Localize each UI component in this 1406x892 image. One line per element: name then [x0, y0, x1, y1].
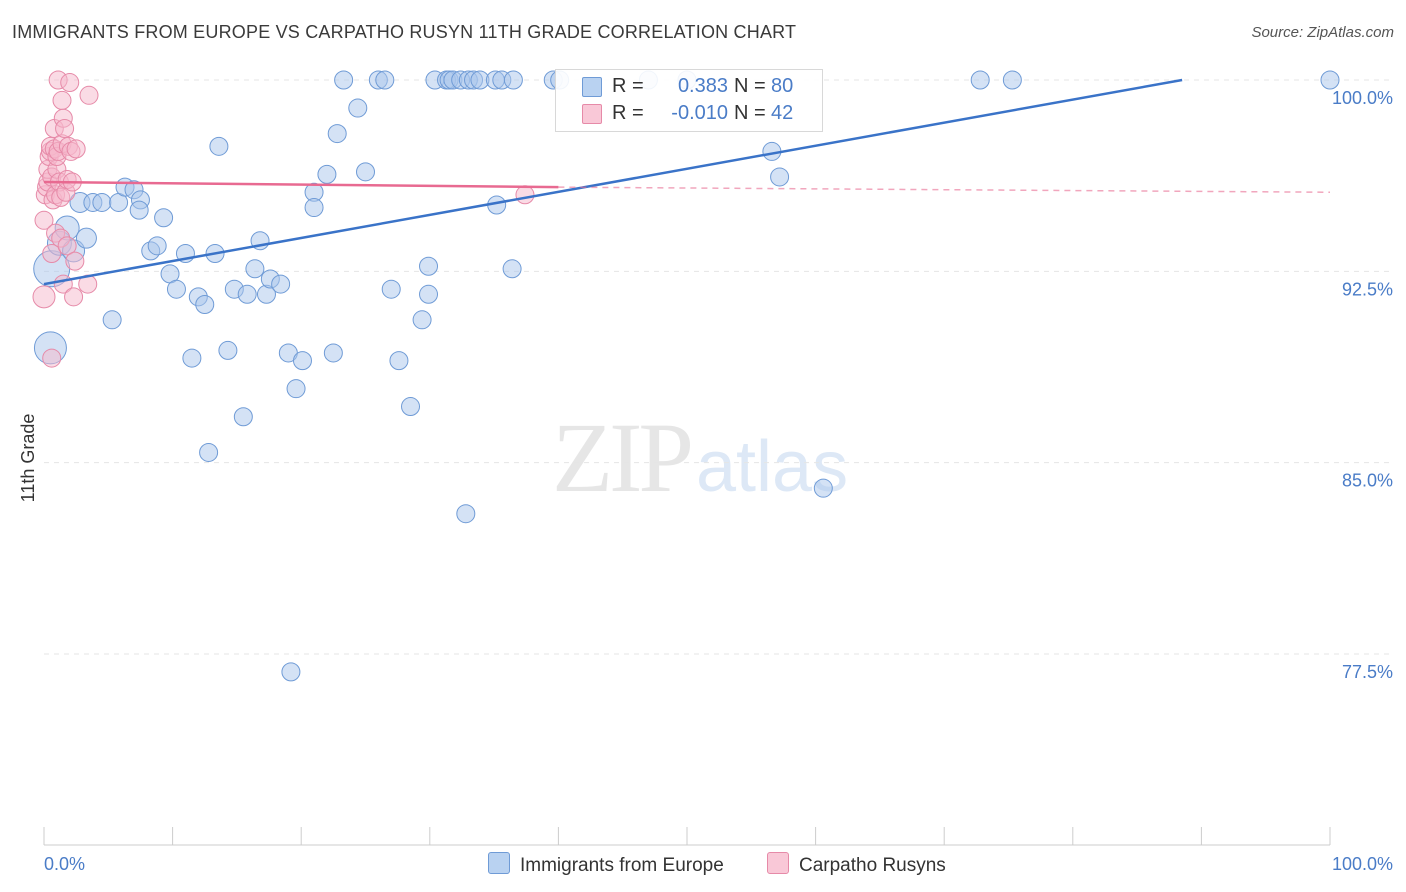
rusyn-point: [64, 287, 84, 307]
legend-swatch-europe: [582, 77, 602, 97]
trend-lines: [43, 78, 1331, 286]
rusyn-point: [515, 185, 535, 205]
rusyn-point: [42, 243, 62, 263]
europe-point: [92, 192, 112, 212]
rusyn-point: [42, 348, 62, 368]
europe-point: [356, 162, 375, 182]
rusyn-point: [34, 210, 54, 230]
europe-point: [233, 407, 253, 427]
x-tick-label-max: 100.0%: [1332, 854, 1393, 874]
rusyn-point: [79, 85, 99, 105]
bottom-legend-rusyn: Carpatho Rusyns: [767, 852, 946, 877]
bottom-legend-swatch-europe: [488, 852, 510, 874]
europe-point: [1320, 70, 1340, 90]
europe-point: [182, 348, 202, 368]
europe-point: [166, 279, 186, 299]
legend-n-label: N =: [734, 75, 766, 97]
europe-point: [129, 200, 149, 220]
europe-point: [375, 70, 395, 90]
legend-n-label: N =: [734, 102, 766, 124]
europe-point: [323, 343, 343, 363]
tick-labels: 77.5% 85.0% 92.5% 100.0% 0.0% 100.0% 11th Grad…: [18, 88, 1393, 874]
europe-point: [503, 70, 523, 90]
legend-r-label: R =: [612, 102, 644, 124]
europe-point: [281, 662, 301, 682]
grid-lines: [44, 79, 1392, 655]
europe-point: [381, 279, 401, 299]
rusyn-point: [55, 118, 75, 138]
bottom-legend-label-europe: Immigrants from Europe: [520, 855, 724, 876]
europe-point: [102, 310, 122, 330]
chart-title: IMMIGRANTS FROM EUROPE VS CARPATHO RUSYN…: [12, 22, 797, 42]
europe-trend-line: [43, 78, 1183, 286]
europe-point: [389, 351, 409, 371]
watermark-zip: ZIP: [552, 402, 694, 513]
europe-point: [770, 167, 790, 187]
y-axis-label: 11th Grade: [18, 414, 38, 503]
europe-point: [348, 98, 368, 118]
europe-point: [334, 70, 354, 90]
europe-point: [271, 274, 291, 294]
europe-point: [199, 442, 219, 462]
rusyn-point: [60, 73, 80, 93]
europe-point: [1002, 70, 1022, 90]
legend-swatch-rusyn: [582, 104, 602, 124]
legend-r-value: 0.383: [677, 75, 728, 97]
rusyn-point: [65, 251, 85, 271]
europe-point: [502, 259, 522, 279]
bottom-legend-swatch-rusyn: [767, 852, 789, 874]
europe-point: [195, 294, 215, 314]
legend-row-europe: R = 0.383 N = 80: [568, 75, 818, 99]
europe-point: [209, 136, 229, 156]
rusyn-trend-line: [43, 180, 559, 189]
stats-legend: R = 0.383 N = 80 R = -0.010 N = 42: [555, 69, 823, 132]
rusyn-point: [32, 285, 56, 309]
europe-point: [317, 164, 337, 184]
y-tick-label: 100.0%: [1332, 88, 1393, 108]
rusyn-point: [52, 90, 72, 110]
legend-r-label: R =: [612, 75, 644, 97]
watermark: ZIPatlas: [552, 400, 848, 515]
europe-point: [147, 236, 167, 256]
rusyn-point: [66, 139, 86, 159]
europe-point: [412, 310, 432, 330]
rusyn-point: [57, 236, 77, 256]
europe-point: [218, 340, 238, 360]
europe-point: [419, 256, 439, 276]
y-tick-label: 85.0%: [1342, 471, 1393, 491]
bottom-legend-label-rusyn: Carpatho Rusyns: [799, 855, 946, 876]
y-tick-label: 77.5%: [1342, 662, 1393, 682]
europe-point: [245, 259, 265, 279]
rusyn-trend-line-extension: [558, 186, 1331, 193]
legend-n-value: 42: [771, 102, 794, 124]
europe-point: [970, 70, 990, 90]
europe-point: [286, 379, 306, 399]
axes: [43, 827, 1331, 846]
europe-point: [75, 227, 97, 249]
bottom-legend-europe: Immigrants from Europe: [488, 852, 724, 877]
europe-point: [813, 478, 833, 498]
europe-point: [292, 351, 312, 371]
europe-point: [304, 198, 324, 218]
europe-point: [327, 124, 347, 144]
europe-point: [401, 397, 421, 417]
source-label: Source: ZipAtlas.com: [1251, 24, 1394, 41]
europe-point: [419, 284, 439, 304]
y-tick-label: 92.5%: [1342, 279, 1393, 299]
europe-point: [237, 284, 257, 304]
legend-row-rusyn: R = -0.010 N = 42: [568, 102, 818, 126]
europe-point: [154, 208, 174, 228]
legend-r-value: -0.010: [671, 102, 728, 124]
europe-point: [456, 504, 476, 524]
legend-n-value: 80: [771, 75, 794, 97]
data-points: [32, 70, 1340, 682]
x-tick-label-min: 0.0%: [44, 854, 85, 874]
